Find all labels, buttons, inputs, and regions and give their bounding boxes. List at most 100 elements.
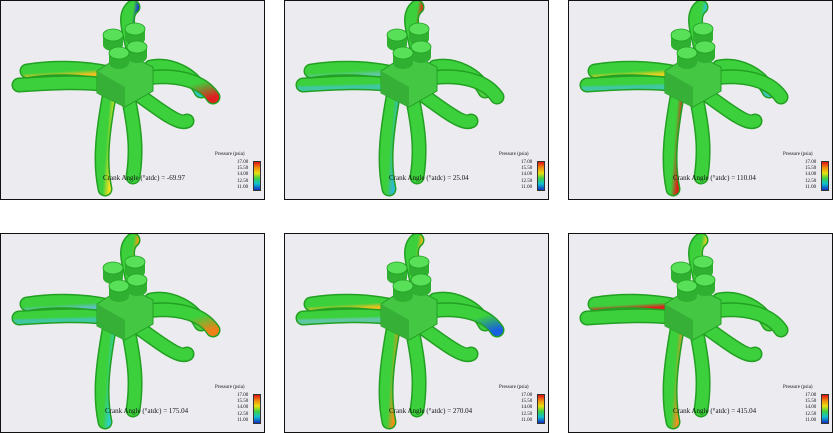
legend-tick: 15.50 [805, 399, 817, 405]
runner-bottom-right [407, 328, 426, 416]
plenum-face [665, 304, 693, 340]
runner-bottom [96, 324, 115, 428]
throttle-cylinder-cap [102, 261, 124, 275]
legend-tick: 15.50 [521, 399, 533, 405]
crank-angle-label: Crank Angle (°atdc) = 175.04 [105, 407, 189, 415]
throttle-cylinder-cap [692, 22, 714, 36]
legend-tick: 15.50 [237, 166, 249, 172]
throttle-cylinder-cap [692, 255, 714, 269]
throttle-cylinder-cap [670, 261, 692, 275]
runner-bottom [664, 324, 683, 428]
legend-title: Pressure (psia) [783, 152, 813, 157]
throttle-cylinder-cap [410, 40, 432, 54]
legend-tick: 17.00 [521, 393, 533, 398]
legend-title: Pressure (psia) [215, 385, 245, 390]
manifold-render [11, 1, 221, 197]
throttle-cylinder-cap [694, 40, 716, 54]
legend-tick: 11.00 [237, 417, 249, 423]
runner-diagonal [133, 89, 193, 128]
crank-angle-label: Crank Angle (°atdc) = 110.04 [673, 174, 756, 182]
legend-colorbar [253, 161, 261, 191]
runner-bottom-right [691, 328, 710, 416]
legend-tick: 17.00 [521, 160, 533, 165]
throttle-cylinder-cap [392, 279, 414, 293]
runner-bottom [380, 324, 399, 428]
legend-ticks: 17.00 15.50 14.00 12.50 11.00 [521, 160, 532, 191]
runner-diagonal [133, 322, 193, 361]
legend-tick: 15.50 [521, 166, 533, 172]
runner-bottom-right [123, 328, 142, 416]
plenum-face [97, 71, 125, 107]
throttle-cylinder-cap [124, 22, 146, 36]
runner-diagonal [701, 89, 761, 128]
simulation-panel-6: Crank Angle (°atdc) = 415.04 Pressure (p… [568, 233, 833, 433]
runner-bottom [664, 91, 683, 195]
throttle-cylinder-cap [694, 273, 716, 287]
runner-left [13, 309, 115, 324]
legend-title: Pressure (psia) [783, 385, 813, 390]
simulation-panel-4: Crank Angle (°atdc) = 175.04 Pressure (p… [0, 233, 265, 433]
runner-bottom [380, 91, 399, 195]
legend-ticks: 17.00 15.50 14.00 12.50 11.00 [237, 160, 248, 191]
legend-tick: 14.00 [521, 405, 533, 411]
legend-tick: 17.00 [805, 393, 817, 398]
legend-tick: 14.00 [237, 172, 249, 178]
legend-tick: 15.50 [237, 399, 249, 405]
manifold-render [295, 1, 505, 197]
legend-tick: 12.50 [805, 411, 817, 417]
plenum-face [97, 304, 125, 340]
legend-ticks: 17.00 15.50 14.00 12.50 11.00 [521, 393, 532, 424]
throttle-cylinder-cap [392, 46, 414, 60]
throttle-cylinder-cap [676, 279, 698, 293]
legend-tick: 12.50 [521, 411, 533, 417]
manifold-render [579, 1, 789, 197]
runner-bottom-right [691, 95, 710, 183]
throttle-cylinder-cap [670, 28, 692, 42]
runner-diagonal [701, 322, 761, 361]
manifold-render [579, 234, 789, 430]
legend-tick: 12.50 [805, 178, 817, 184]
legend-tick: 14.00 [237, 405, 249, 411]
legend-colorbar [821, 161, 829, 191]
runner-bottom [96, 91, 115, 195]
legend-tick: 14.00 [805, 172, 817, 178]
throttle-cylinder-cap [408, 22, 430, 36]
legend-tick: 17.00 [237, 393, 249, 398]
legend-tick: 14.00 [805, 405, 817, 411]
legend-colorbar [821, 394, 829, 424]
legend-ticks: 17.00 15.50 14.00 12.50 11.00 [805, 393, 816, 424]
legend-title: Pressure (psia) [499, 152, 529, 157]
simulation-panel-3: Crank Angle (°atdc) = 110.04 Pressure (p… [568, 0, 833, 200]
legend-tick: 17.00 [237, 160, 249, 165]
crank-angle-label: Crank Angle (°atdc) = 25.04 [389, 174, 469, 182]
throttle-cylinder-cap [676, 46, 698, 60]
throttle-cylinder-cap [410, 273, 432, 287]
legend-tick: 11.00 [521, 417, 533, 423]
legend-ticks: 17.00 15.50 14.00 12.50 11.00 [237, 393, 248, 424]
throttle-cylinder-cap [108, 279, 130, 293]
manifold-render [295, 234, 505, 430]
runner-left [297, 309, 399, 324]
throttle-cylinder-cap [108, 46, 130, 60]
simulation-panel-1: Crank Angle (°atdc) = -69.97 Pressure (p… [0, 0, 265, 200]
legend-tick: 17.00 [805, 160, 817, 165]
runner-left [297, 76, 399, 91]
plenum-face [665, 71, 693, 107]
runner-bottom-right [407, 95, 426, 183]
throttle-cylinder-cap [124, 255, 146, 269]
throttle-cylinder-cap [386, 261, 408, 275]
legend-colorbar [537, 394, 545, 424]
plenum-face [381, 304, 409, 340]
manifold-render [11, 234, 221, 430]
legend-tick: 12.50 [237, 411, 249, 417]
legend-colorbar [537, 161, 545, 191]
legend-title: Pressure (psia) [499, 385, 529, 390]
legend-tick: 11.00 [237, 184, 249, 190]
crank-angle-label: Crank Angle (°atdc) = -69.97 [103, 174, 185, 182]
legend-tick: 12.50 [521, 178, 533, 184]
throttle-cylinder-cap [386, 28, 408, 42]
simulation-panel-2: Crank Angle (°atdc) = 25.04 Pressure (ps… [284, 0, 549, 200]
throttle-cylinder-cap [408, 255, 430, 269]
legend-tick: 14.00 [521, 172, 533, 178]
crank-angle-label: Crank Angle (°atdc) = 270.04 [389, 407, 473, 415]
